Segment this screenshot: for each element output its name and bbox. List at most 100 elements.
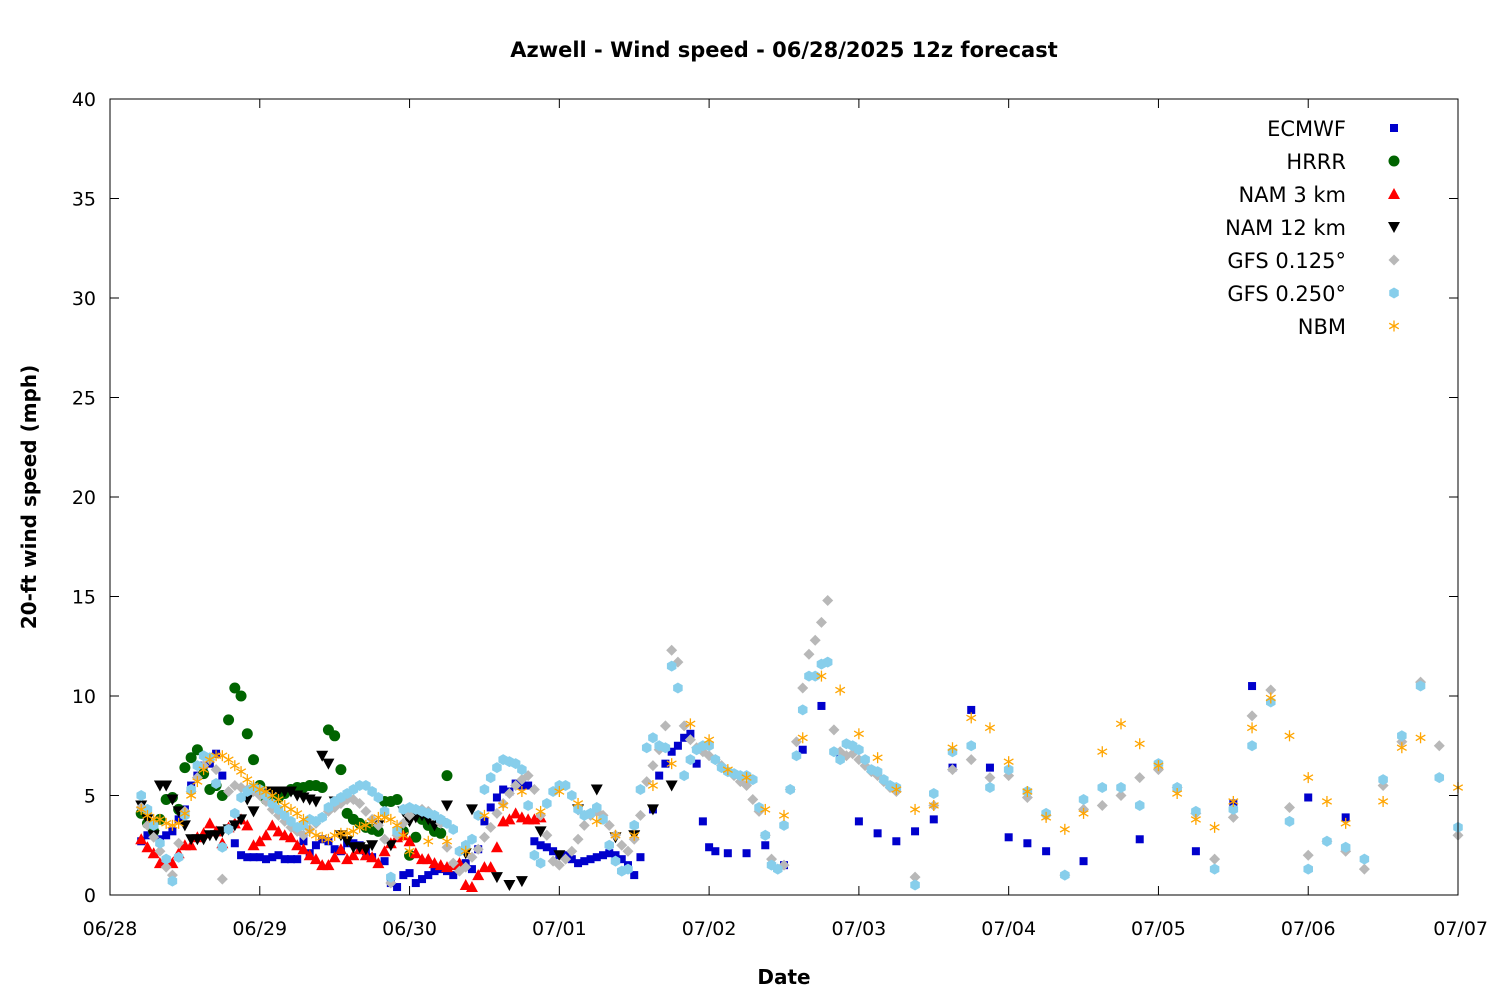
data-point bbox=[154, 845, 166, 857]
legend-label: GFS 0.125° bbox=[1227, 249, 1346, 273]
data-point bbox=[359, 844, 372, 856]
data-point bbox=[1209, 863, 1220, 875]
data-point bbox=[572, 797, 584, 809]
data-point bbox=[465, 804, 478, 816]
y-tick-label: 10 bbox=[72, 686, 96, 708]
data-point bbox=[630, 871, 639, 880]
chart-title: Azwell - Wind speed - 06/28/2025 12z for… bbox=[510, 38, 1058, 62]
data-point bbox=[228, 820, 241, 832]
data-point bbox=[498, 799, 509, 811]
data-point bbox=[242, 774, 253, 786]
data-point bbox=[517, 781, 526, 790]
data-point bbox=[441, 770, 453, 782]
y-tick-label: 35 bbox=[72, 189, 96, 211]
data-point bbox=[486, 803, 495, 812]
data-point bbox=[409, 847, 422, 859]
data-point bbox=[379, 805, 390, 817]
data-point bbox=[424, 871, 433, 880]
data-point bbox=[1303, 863, 1313, 875]
data-point bbox=[465, 881, 478, 893]
data-point bbox=[560, 780, 571, 792]
data-point bbox=[405, 869, 414, 878]
data-point bbox=[965, 754, 977, 766]
data-point bbox=[1304, 793, 1313, 802]
data-point bbox=[422, 853, 435, 865]
data-point bbox=[1153, 760, 1164, 772]
data-point bbox=[322, 859, 335, 871]
data-point bbox=[1059, 823, 1070, 835]
data-point bbox=[398, 829, 409, 841]
data-point bbox=[1023, 839, 1032, 848]
data-point bbox=[572, 833, 584, 845]
data-point bbox=[173, 837, 185, 849]
data-point bbox=[490, 872, 503, 884]
data-point bbox=[490, 841, 503, 853]
data-point bbox=[316, 782, 328, 794]
data-point bbox=[317, 831, 328, 843]
data-point bbox=[280, 855, 289, 864]
data-point bbox=[598, 813, 608, 825]
data-point bbox=[136, 790, 146, 801]
data-point bbox=[342, 827, 353, 839]
data-point bbox=[243, 853, 252, 862]
data-point bbox=[466, 851, 478, 863]
data-point bbox=[947, 742, 958, 754]
legend-marker bbox=[1388, 254, 1400, 266]
data-point bbox=[399, 871, 408, 880]
data-point bbox=[291, 839, 304, 851]
data-point bbox=[223, 786, 235, 798]
data-point bbox=[928, 799, 939, 811]
data-point bbox=[397, 817, 409, 829]
data-point bbox=[872, 766, 883, 778]
legend-marker bbox=[1388, 222, 1400, 233]
data-point bbox=[567, 855, 576, 864]
data-point bbox=[604, 839, 615, 851]
data-point bbox=[760, 829, 771, 841]
data-point bbox=[254, 784, 265, 796]
data-point bbox=[648, 732, 658, 744]
data-point bbox=[143, 831, 152, 840]
data-point bbox=[1134, 799, 1145, 811]
data-point bbox=[566, 845, 578, 857]
data-point bbox=[292, 807, 303, 819]
data-point bbox=[1116, 782, 1126, 794]
data-point bbox=[472, 843, 484, 855]
data-point bbox=[835, 684, 846, 696]
data-point bbox=[1097, 782, 1108, 794]
data-point bbox=[704, 734, 715, 746]
data-point bbox=[1359, 853, 1370, 865]
data-point bbox=[816, 670, 827, 682]
data-point bbox=[1341, 813, 1350, 822]
data-point bbox=[441, 800, 453, 812]
data-point bbox=[499, 785, 508, 794]
data-point bbox=[517, 764, 527, 776]
data-point bbox=[472, 869, 485, 881]
y-tick-label: 0 bbox=[84, 885, 96, 907]
data-point bbox=[223, 823, 234, 835]
data-point bbox=[1302, 849, 1314, 861]
data-point bbox=[360, 805, 372, 817]
data-point bbox=[1248, 682, 1257, 691]
data-point bbox=[192, 776, 203, 788]
data-point bbox=[334, 843, 347, 855]
data-point bbox=[379, 833, 391, 845]
data-point bbox=[797, 732, 808, 744]
data-point bbox=[210, 764, 222, 776]
data-point bbox=[590, 784, 603, 796]
legend-label: NAM 12 km bbox=[1225, 216, 1346, 240]
data-point bbox=[528, 784, 540, 796]
data-point bbox=[829, 746, 839, 758]
data-point bbox=[535, 805, 546, 817]
data-point bbox=[384, 840, 397, 852]
data-point bbox=[503, 880, 516, 892]
data-point bbox=[1265, 684, 1277, 696]
data-point bbox=[646, 804, 659, 816]
data-point bbox=[372, 819, 384, 831]
data-point bbox=[554, 786, 565, 798]
y-tick-label: 30 bbox=[72, 288, 96, 310]
data-point bbox=[266, 819, 279, 831]
data-point bbox=[723, 849, 732, 858]
data-point bbox=[186, 784, 196, 796]
data-point bbox=[160, 780, 173, 792]
data-point bbox=[610, 829, 621, 841]
